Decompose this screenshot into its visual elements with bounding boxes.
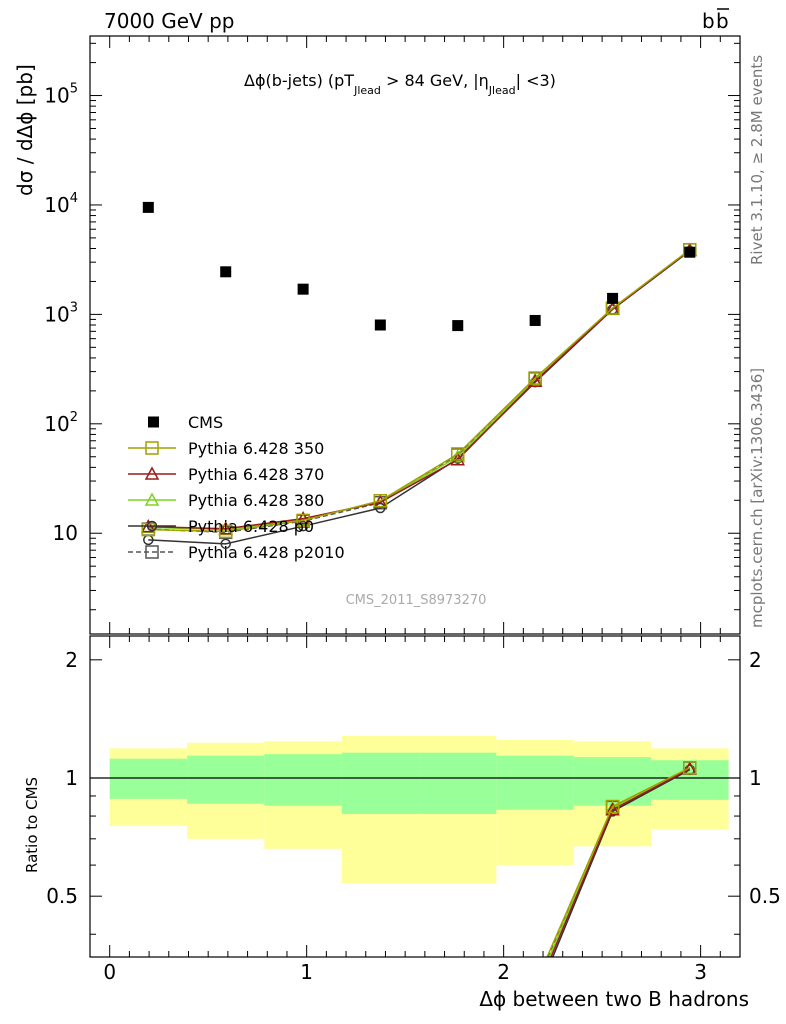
ratio-inner-band — [341, 752, 420, 814]
legend-series-marker — [144, 492, 160, 506]
ratio-inner-band — [651, 760, 729, 800]
ratio-series-marker — [683, 761, 697, 775]
legend-series-marker — [146, 520, 158, 532]
main-ytick-base: 10 — [53, 521, 78, 545]
ratio-series — [546, 760, 698, 957]
cms-data-point — [607, 292, 619, 304]
title-sub2: Jlead — [488, 84, 516, 97]
main-ytick-base: 10 — [44, 193, 69, 217]
ratio-series-marker — [605, 799, 620, 814]
main-series-marker — [218, 521, 233, 535]
ratio-frame — [89, 635, 741, 958]
cms-data-point — [374, 319, 386, 331]
ratio-inner-band — [187, 755, 265, 804]
ratio-ytick-label-right: 1 — [749, 766, 762, 790]
cms-data-point — [452, 320, 464, 332]
main-series-marker — [218, 524, 233, 539]
ratio-xtick-label: 0 — [103, 960, 116, 984]
ratio-bands — [90, 735, 740, 884]
ratio-ytick-label-left: 0.5 — [46, 884, 78, 908]
legend-cms-label: CMS — [188, 413, 223, 432]
main-series-marker — [295, 511, 311, 525]
header-left-label: 7000 GeV pp — [104, 9, 235, 33]
ratio-xlabel: Δϕ between two B hadrons — [479, 987, 749, 1011]
legend-series-marker — [145, 441, 159, 455]
cms-data-point — [684, 246, 696, 258]
main-ytick-label: 102 — [44, 410, 78, 436]
mcplots-label: mcplots.cern.ch [arXiv:1306.3436] — [748, 368, 766, 628]
ratio-ytick-label-left: 2 — [65, 648, 78, 672]
main-ytick-exp: 4 — [70, 191, 78, 206]
legend-series-label: Pythia 6.428 380 — [188, 491, 324, 510]
title-pre: Δϕ(b-jets) (pT — [244, 71, 354, 90]
legend-series-label: Pythia 6.428 p0 — [188, 517, 314, 536]
ratio-xtick-label: 2 — [497, 960, 510, 984]
ratio-inner-band — [496, 755, 574, 810]
main-series-line — [148, 249, 691, 531]
cms-data-point — [297, 283, 309, 295]
cms-data-point — [220, 266, 232, 278]
main-ytick-base: 10 — [44, 412, 69, 436]
main-ytick-exp: 5 — [70, 82, 78, 97]
main-ytick-exp: 3 — [70, 300, 78, 315]
title-post: | <3) — [516, 71, 556, 90]
main-series-marker — [450, 452, 466, 466]
header-right-b: b — [702, 9, 715, 33]
main-ytick-exp: 2 — [70, 410, 78, 425]
main-series-marker — [450, 447, 465, 461]
title-sub1: Jlead — [353, 84, 381, 97]
ratio-xtick-label: 1 — [300, 960, 313, 984]
legend-series-label: Pythia 6.428 370 — [188, 465, 324, 484]
ratio-ylabel: Ratio to CMS — [23, 777, 41, 873]
main-title: Δϕ(b-jets) (pTJlead > 84 GeV, |ηJlead| <… — [244, 71, 556, 97]
main-series-marker — [375, 502, 386, 514]
header-right-bbar: b — [716, 9, 729, 33]
cms-data-point — [529, 314, 541, 326]
main-ytick-label: 105 — [44, 82, 78, 108]
ratio-ytick-label-right: 0.5 — [749, 884, 781, 908]
main-ytick-label: 10 — [53, 521, 78, 545]
main-series-marker — [528, 371, 542, 385]
main-frame — [89, 35, 741, 635]
ratio-inner-band — [419, 752, 497, 814]
header-right-label: b b — [702, 8, 729, 33]
ratio-inner-band — [573, 757, 652, 806]
rivet-label: Rivet 3.1.10, ≥ 2.8M events — [748, 55, 766, 265]
main-series-line — [148, 249, 691, 533]
ratio-series-line — [550, 768, 691, 957]
ratio-ytick-label-right: 2 — [749, 648, 762, 672]
legend-series-marker — [144, 466, 160, 480]
main-ytick-base: 10 — [44, 84, 69, 108]
main-series-marker — [296, 513, 310, 528]
main-series-marker — [373, 494, 388, 508]
main-ytick-label: 104 — [44, 191, 78, 217]
legend-series-label: Pythia 6.428 p2010 — [188, 543, 345, 562]
main-series-marker — [220, 538, 231, 550]
main-ytick-label: 103 — [44, 300, 78, 326]
cms-data-point — [142, 201, 154, 213]
watermark-label: CMS_2011_S8973270 — [346, 593, 487, 608]
ratio-inner-band — [109, 758, 188, 799]
ratio-series-marker — [605, 802, 620, 816]
main-series-line — [148, 249, 691, 530]
ratio-xtick-label: 3 — [694, 960, 707, 984]
ratio-ytick-label-left: 1 — [65, 766, 78, 790]
main-series-line — [148, 249, 691, 534]
legend-series-marker — [145, 545, 159, 559]
legend-series-label: Pythia 6.428 350 — [188, 439, 324, 458]
ratio-inner-band — [264, 754, 342, 806]
main-ytick-base: 10 — [44, 302, 69, 326]
ratio-series-line — [546, 767, 691, 957]
legend-cms-marker — [148, 416, 159, 428]
title-mid: > 84 GeV, |η — [381, 71, 489, 90]
main-ylabel: dσ / dΔϕ [pb] — [13, 64, 37, 196]
ratio-panel: 0.5 0.5 1 1 2 2 0 1 2 3 — [46, 635, 781, 984]
